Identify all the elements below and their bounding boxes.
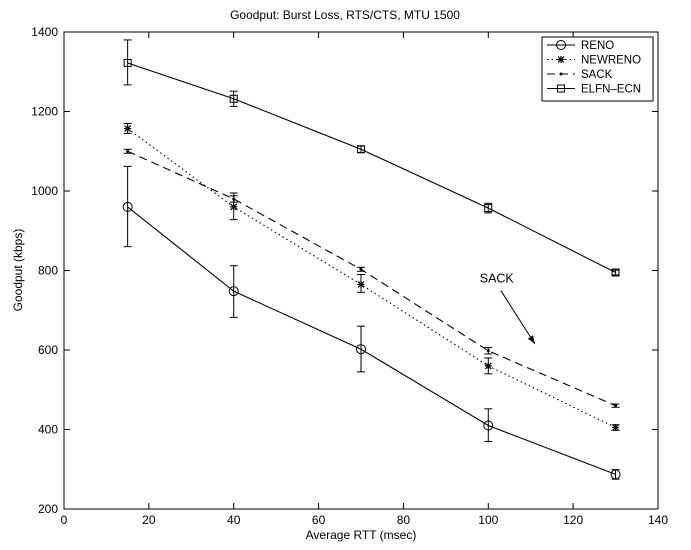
- x-tick-label: 40: [227, 513, 241, 527]
- series-1: [123, 122, 620, 432]
- legend-box: [541, 36, 654, 102]
- series-0: [122, 165, 621, 480]
- legend-marker: [557, 84, 565, 93]
- legend-marker: [559, 72, 563, 76]
- data-point: [228, 286, 239, 297]
- data-point: [122, 201, 133, 212]
- legend: RENO NEWRENO SACK ELFN–ECN: [541, 36, 654, 102]
- series-line: [127, 206, 616, 475]
- data-point: [612, 424, 620, 432]
- x-tick-label: 120: [563, 513, 583, 527]
- data-point: [610, 469, 621, 480]
- data-point: [356, 344, 366, 355]
- x-tick-label: 100: [478, 513, 498, 527]
- data-point: [232, 197, 236, 201]
- legend-marker: [557, 56, 565, 63]
- legend-marker: [556, 40, 566, 50]
- x-axis: 0 20 40 60 80 100 120 140: [61, 32, 668, 527]
- annotation-layer: SACK: [480, 271, 536, 345]
- legend-entry: RENO: [581, 40, 614, 52]
- y-tick-label: 1200: [31, 105, 58, 119]
- y-tick-label: 600: [38, 343, 58, 357]
- series-2: [123, 148, 620, 408]
- series-line: [127, 128, 616, 429]
- y-axis-label: Goodput (kbps): [11, 229, 25, 312]
- chart-title: Goodput: Burst Loss, RTS/CTS, MTU 1500: [230, 8, 460, 22]
- y-tick-label: 200: [38, 502, 58, 516]
- data-point: [124, 125, 132, 133]
- data-point: [126, 149, 130, 153]
- y-tick-label: 1400: [31, 25, 58, 39]
- data-point: [229, 94, 238, 103]
- data-point: [359, 267, 363, 271]
- legend-entry: SACK: [581, 69, 613, 81]
- series-layer: [122, 39, 621, 480]
- annotation-arrow: [500, 290, 536, 345]
- data-point: [357, 280, 365, 288]
- x-tick-label: 0: [61, 513, 68, 527]
- y-tick-label: 400: [38, 423, 58, 437]
- x-tick-label: 60: [312, 513, 326, 527]
- y-tick-label: 800: [38, 264, 58, 278]
- annotation-arrowhead: [527, 335, 535, 345]
- series-3: [123, 39, 620, 277]
- data-point: [484, 204, 493, 213]
- legend-entry: ELFN–ECN: [581, 84, 641, 96]
- x-axis-label: Average RTT (msec): [306, 528, 417, 542]
- data-point: [614, 404, 618, 408]
- data-point: [483, 420, 494, 431]
- y-tick-label: 1000: [31, 184, 58, 198]
- legend-entry: NEWRENO: [581, 55, 641, 67]
- x-tick-label: 80: [397, 513, 411, 527]
- data-point: [357, 145, 365, 154]
- data-point: [123, 59, 132, 68]
- x-tick-label: 20: [142, 513, 156, 527]
- data-point: [484, 362, 492, 370]
- x-tick-label: 140: [648, 513, 668, 527]
- data-point: [486, 349, 490, 353]
- series-line: [127, 150, 616, 407]
- data-point: [230, 203, 238, 211]
- y-axis: 200 400 600 800 1000 1200 1400: [31, 25, 658, 516]
- data-point: [611, 268, 620, 277]
- annotation-label: SACK: [480, 271, 515, 285]
